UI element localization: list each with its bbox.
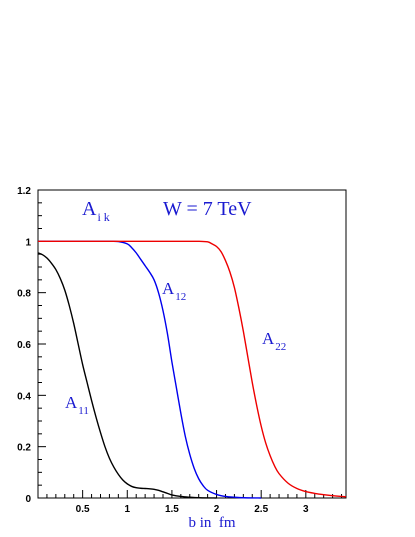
series-label-a22-sub: 22 bbox=[275, 341, 286, 353]
y-tick-label: 0.2 bbox=[17, 443, 31, 454]
y-tick-label: 0 bbox=[25, 494, 31, 505]
x-axis-title: b in fm bbox=[188, 515, 235, 531]
y-tick-label: 0.8 bbox=[17, 289, 31, 300]
series-layer bbox=[37, 240, 347, 499]
y-tick-label: 1.2 bbox=[17, 186, 31, 197]
energy-label: W = 7 TeV bbox=[163, 198, 252, 220]
y-tick-label: 0.6 bbox=[17, 340, 31, 351]
series-label-a12-main: A bbox=[162, 279, 175, 298]
series-label-a12: A12 bbox=[162, 279, 186, 303]
axis-ticks bbox=[38, 202, 343, 498]
series-line-a11 bbox=[37, 252, 217, 499]
x-tick-label: 3 bbox=[303, 504, 309, 515]
y-tick-label: 1 bbox=[25, 237, 31, 248]
x-tick-label: 1.5 bbox=[165, 504, 179, 515]
y-tick-label: 0.4 bbox=[17, 391, 31, 402]
tick-labels: 0.5 1 1.5 2 2.5 3 0 0.2 0.4 0.6 0.8 1 1.2 bbox=[17, 186, 309, 515]
series-label-a11-main: A bbox=[65, 393, 78, 412]
series-label-a12-sub: 12 bbox=[175, 291, 186, 303]
series-label-a11-sub: 11 bbox=[78, 405, 89, 417]
panel-label-main: A bbox=[82, 198, 97, 220]
x-tick-label: 2 bbox=[214, 504, 220, 515]
x-tick-label: 2.5 bbox=[254, 504, 268, 515]
series-label-a11: A11 bbox=[65, 393, 89, 417]
x-tick-label: 1 bbox=[124, 504, 130, 515]
series-line-a22 bbox=[37, 240, 347, 498]
x-tick-label: 0.5 bbox=[76, 504, 90, 515]
series-line-a12 bbox=[37, 240, 262, 499]
panel-label-sub: i k bbox=[97, 210, 109, 224]
series-label-a22-main: A bbox=[262, 329, 275, 348]
plot-frame bbox=[37, 189, 347, 499]
series-label-a22: A22 bbox=[262, 329, 286, 353]
panel-label: Ai k bbox=[82, 198, 110, 224]
